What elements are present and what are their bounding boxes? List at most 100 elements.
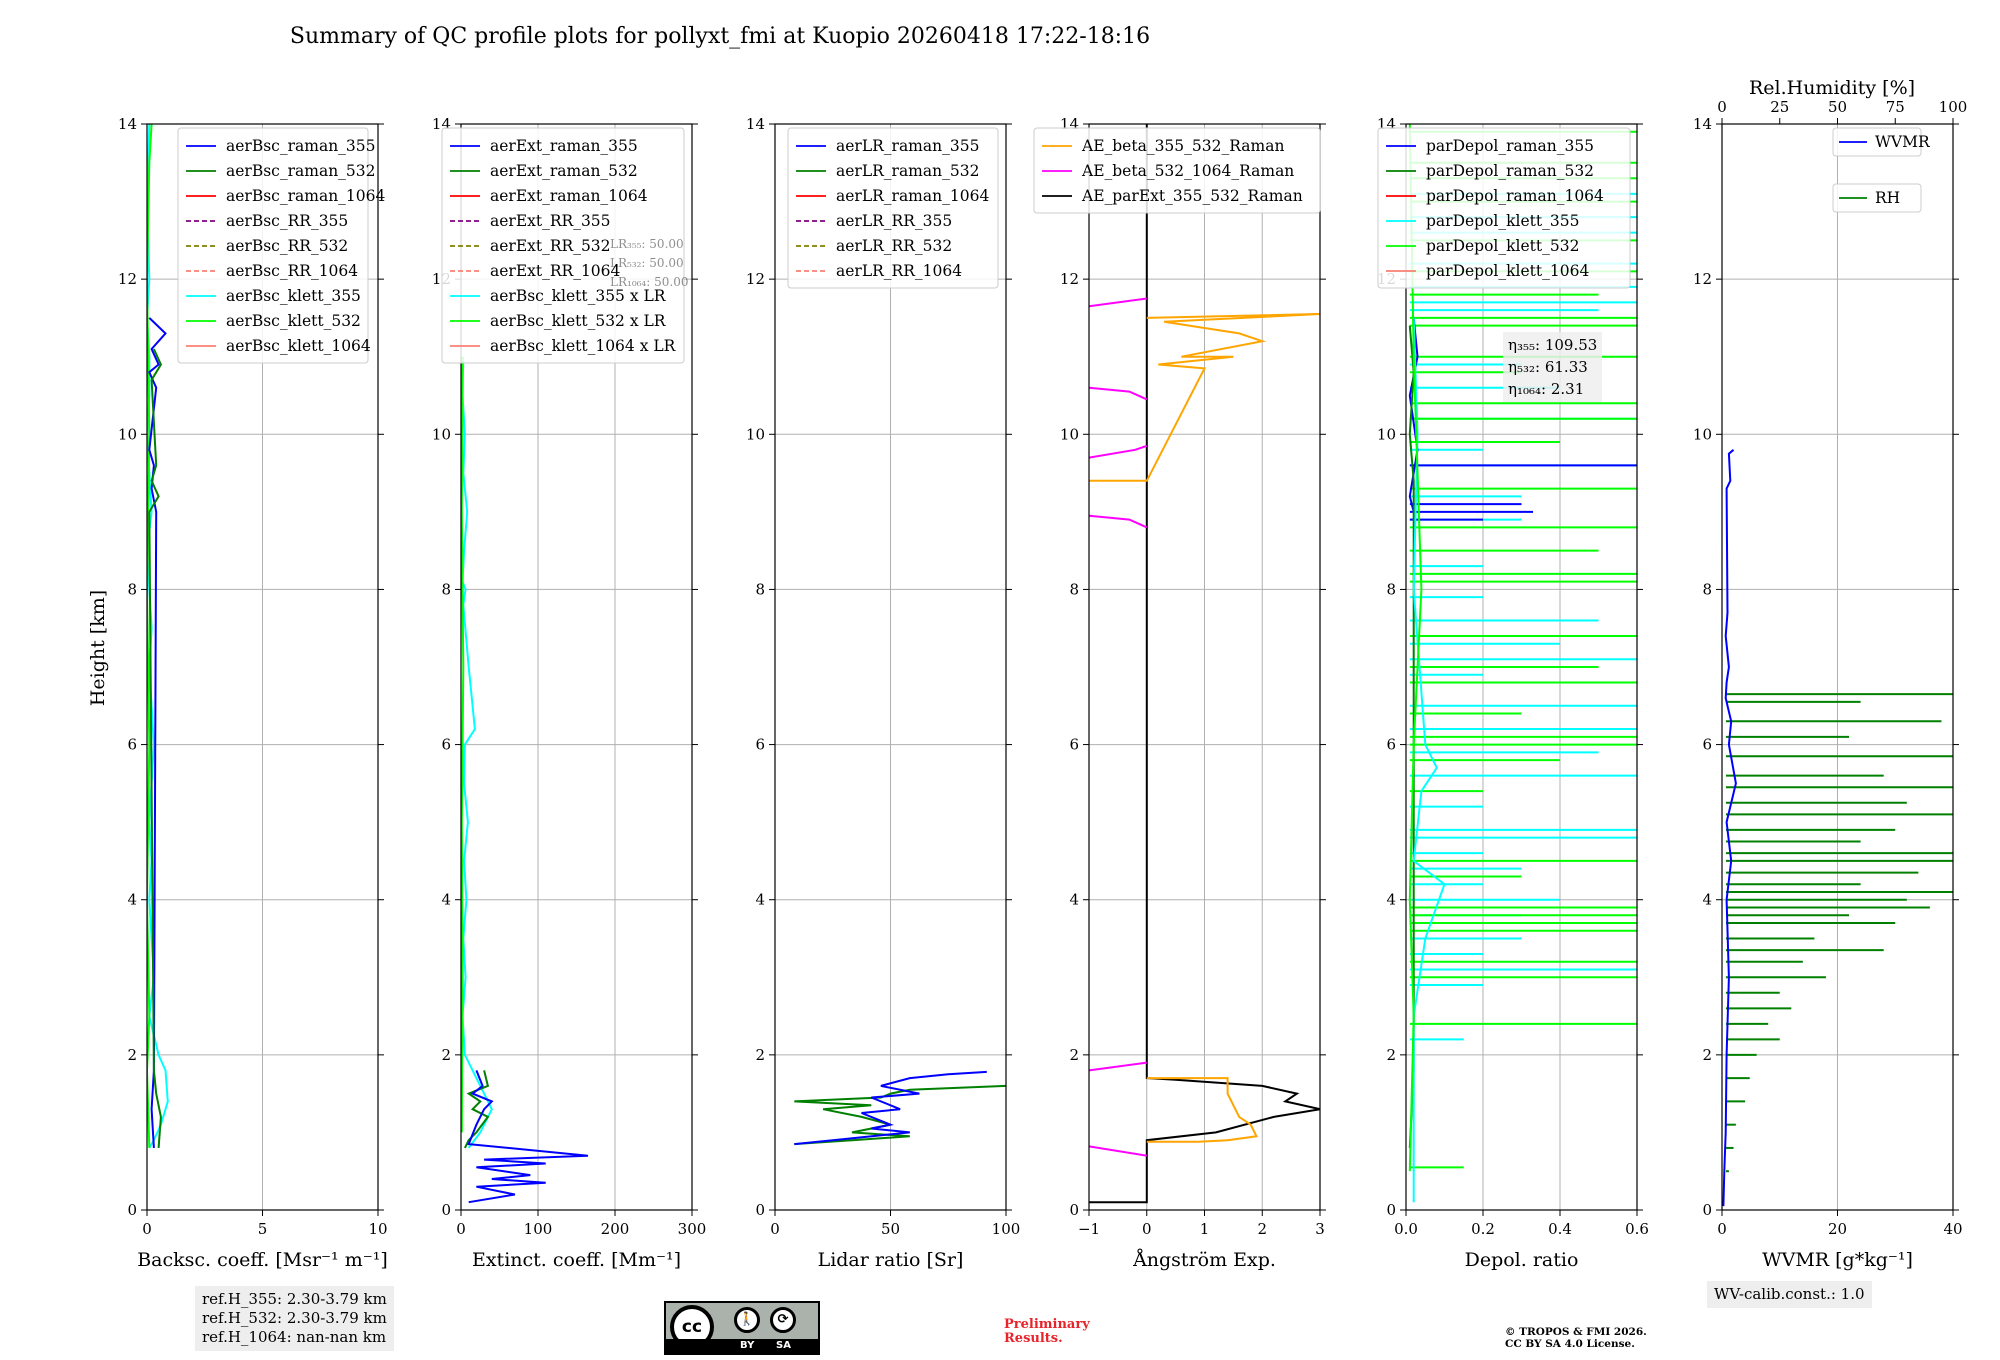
legend-entry: aerBsc_raman_1064 <box>226 187 386 205</box>
series-parDepol_klett_532 <box>1408 124 1423 1172</box>
series-AE_beta_355_532_Raman <box>1089 313 1320 482</box>
eta-355: η₃₅₅: 109.53 <box>1508 336 1598 354</box>
panel-depol: 0.00.20.40.602468101214Depol. ratioparDe… <box>1377 115 1649 1271</box>
series-aerLR_raman_532 <box>794 1084 1006 1146</box>
copyright-line-2: CC BY SA 4.0 License. <box>1505 1338 1635 1350</box>
legend-entry: aerBsc_klett_532 <box>226 312 361 330</box>
top-tick-label: 75 <box>1886 98 1905 116</box>
y-tick-label: 0 <box>755 1201 765 1219</box>
series-AE_beta_355_532_Raman <box>1146 1077 1259 1143</box>
y-tick-label: 8 <box>441 580 451 598</box>
legend-entry: aerExt_RR_532 <box>490 237 611 255</box>
y-tick-label: 8 <box>1702 580 1712 598</box>
x-tick-label: 10 <box>368 1220 387 1238</box>
y-tick-label: 0 <box>127 1201 137 1219</box>
x-tick-label: 100 <box>992 1220 1021 1238</box>
license-bar <box>666 1339 818 1353</box>
legend-entry: aerBsc_klett_355 <box>226 287 361 305</box>
top-tick-label: 50 <box>1828 98 1847 116</box>
rh-axis-label: Rel.Humidity [%] <box>1749 77 1915 99</box>
y-tick-label: 2 <box>1386 1046 1396 1064</box>
panel-backscatter: 0 5 10 0 2 4 6 8 10 12 14 Backsc. coeff. [Msr⁻¹ m⁻¹… <box>118 115 388 1271</box>
legend-entry: aerExt_raman_532 <box>490 162 638 180</box>
y-tick-label: 4 <box>1069 891 1079 909</box>
x-axis-label: WVMR [g*kg⁻¹] <box>1762 1249 1913 1271</box>
y-tick-label: 2 <box>1069 1046 1079 1064</box>
legend-entry: aerLR_raman_355 <box>836 137 979 155</box>
y-tick-label: 10 <box>746 425 765 443</box>
preliminary-line-1: Preliminary <box>1004 1317 1090 1332</box>
y-tick-label: 10 <box>432 425 451 443</box>
legend-entry: aerBsc_RR_355 <box>226 212 348 230</box>
preliminary-line-2: Results. <box>1004 1331 1063 1346</box>
y-tick-label: 4 <box>441 891 451 909</box>
figure-title: Summary of QC profile plots for pollyxt_… <box>290 24 1150 49</box>
legend-entry: aerBsc_RR_532 <box>226 237 348 255</box>
x-tick-label: 20 <box>1828 1220 1847 1238</box>
series-aerLR_raman_355 <box>794 1070 987 1146</box>
legend-box <box>1832 183 1922 213</box>
x-tick-label: 0 <box>1717 1220 1727 1238</box>
x-tick-label: 2 <box>1257 1220 1267 1238</box>
wv-calib-box: WV-calib.const.: 1.0 <box>1707 1281 1872 1308</box>
legend-entry: WVMR <box>1875 133 1931 151</box>
legend-box <box>177 127 369 364</box>
legend-entry: aerBsc_raman_355 <box>226 137 376 155</box>
series-WVMR <box>1722 449 1737 1207</box>
ref-height-532: ref.H_532: 2.30-3.79 km <box>202 1309 387 1327</box>
legend-entry: parDepol_klett_1064 <box>1426 262 1589 280</box>
y-tick-label: 4 <box>755 891 765 909</box>
copyright-note: © TROPOS & FMI 2026. CC BY SA 4.0 Licens… <box>1505 1326 1647 1350</box>
y-tick-label: 6 <box>1702 736 1712 754</box>
ref-height-355: ref.H_355: 2.30-3.79 km <box>202 1290 387 1308</box>
sa-label: SA <box>776 1340 791 1351</box>
y-tick-label: 10 <box>118 425 137 443</box>
x-tick-label: 40 <box>1943 1220 1962 1238</box>
series-AE_beta_532_1064_Raman <box>1089 297 1147 308</box>
x-tick-label: 0.6 <box>1625 1220 1649 1238</box>
series-AE_beta_532_1064_Raman <box>1089 514 1148 529</box>
legend-entry: aerExt_RR_1064 <box>490 262 621 280</box>
plot-area <box>1722 449 1953 1207</box>
y-tick-label: 0 <box>1386 1201 1396 1219</box>
y-tick-label: 4 <box>1702 891 1712 909</box>
eta-1064: η₁₀₆₄: 2.31 <box>1508 380 1585 398</box>
x-axis-label: Depol. ratio <box>1465 1249 1579 1271</box>
y-tick-label: 14 <box>118 115 137 133</box>
x-axis-label: Backsc. coeff. [Msr⁻¹ m⁻¹] <box>137 1249 388 1271</box>
axes-frame <box>460 123 693 1211</box>
series-AE_beta_532_1064_Raman <box>1089 1061 1147 1072</box>
y-tick-label: 10 <box>1060 425 1079 443</box>
eta-box: η₃₅₅: 109.53 η₅₃₂: 61.33 η₁₀₆₄: 2.31 <box>1503 332 1603 402</box>
y-tick-label: 12 <box>1693 270 1712 288</box>
plot-area <box>147 124 169 1149</box>
legend-entry: aerLR_raman_532 <box>836 162 979 180</box>
series-AE_beta_532_1064_Raman <box>1089 1145 1147 1157</box>
copyright-line-1: © TROPOS & FMI 2026. <box>1505 1326 1647 1338</box>
by-label: BY <box>740 1340 755 1351</box>
y-tick-label: 10 <box>1693 425 1712 443</box>
legend-box <box>1033 127 1321 214</box>
legend-entry: aerLR_RR_355 <box>836 212 952 230</box>
x-tick-label: 0.2 <box>1471 1220 1495 1238</box>
legend-box <box>441 127 685 364</box>
legend-box <box>1377 127 1631 289</box>
axes-frame <box>1405 123 1638 1211</box>
x-tick-label: 0 <box>770 1220 780 1238</box>
legend-entry: AE_beta_355_532_Raman <box>1081 137 1284 155</box>
by-person-icon: 🚶 <box>734 1307 760 1333</box>
y-tick-label: 6 <box>1069 736 1079 754</box>
series-AE_beta_532_1064_Raman <box>1089 386 1148 401</box>
legend-entry: parDepol_klett_532 <box>1426 237 1579 255</box>
legend-entry: aerBsc_klett_532 x LR <box>490 312 667 330</box>
y-tick-label: 2 <box>755 1046 765 1064</box>
y-tick-label: 10 <box>1377 425 1396 443</box>
x-tick-label: 0.0 <box>1394 1220 1418 1238</box>
y-tick-label: 6 <box>127 736 137 754</box>
y-tick-label: 8 <box>755 580 765 598</box>
eta-532: η₅₃₂: 61.33 <box>1508 358 1588 376</box>
legend-entry: aerExt_RR_355 <box>490 212 611 230</box>
